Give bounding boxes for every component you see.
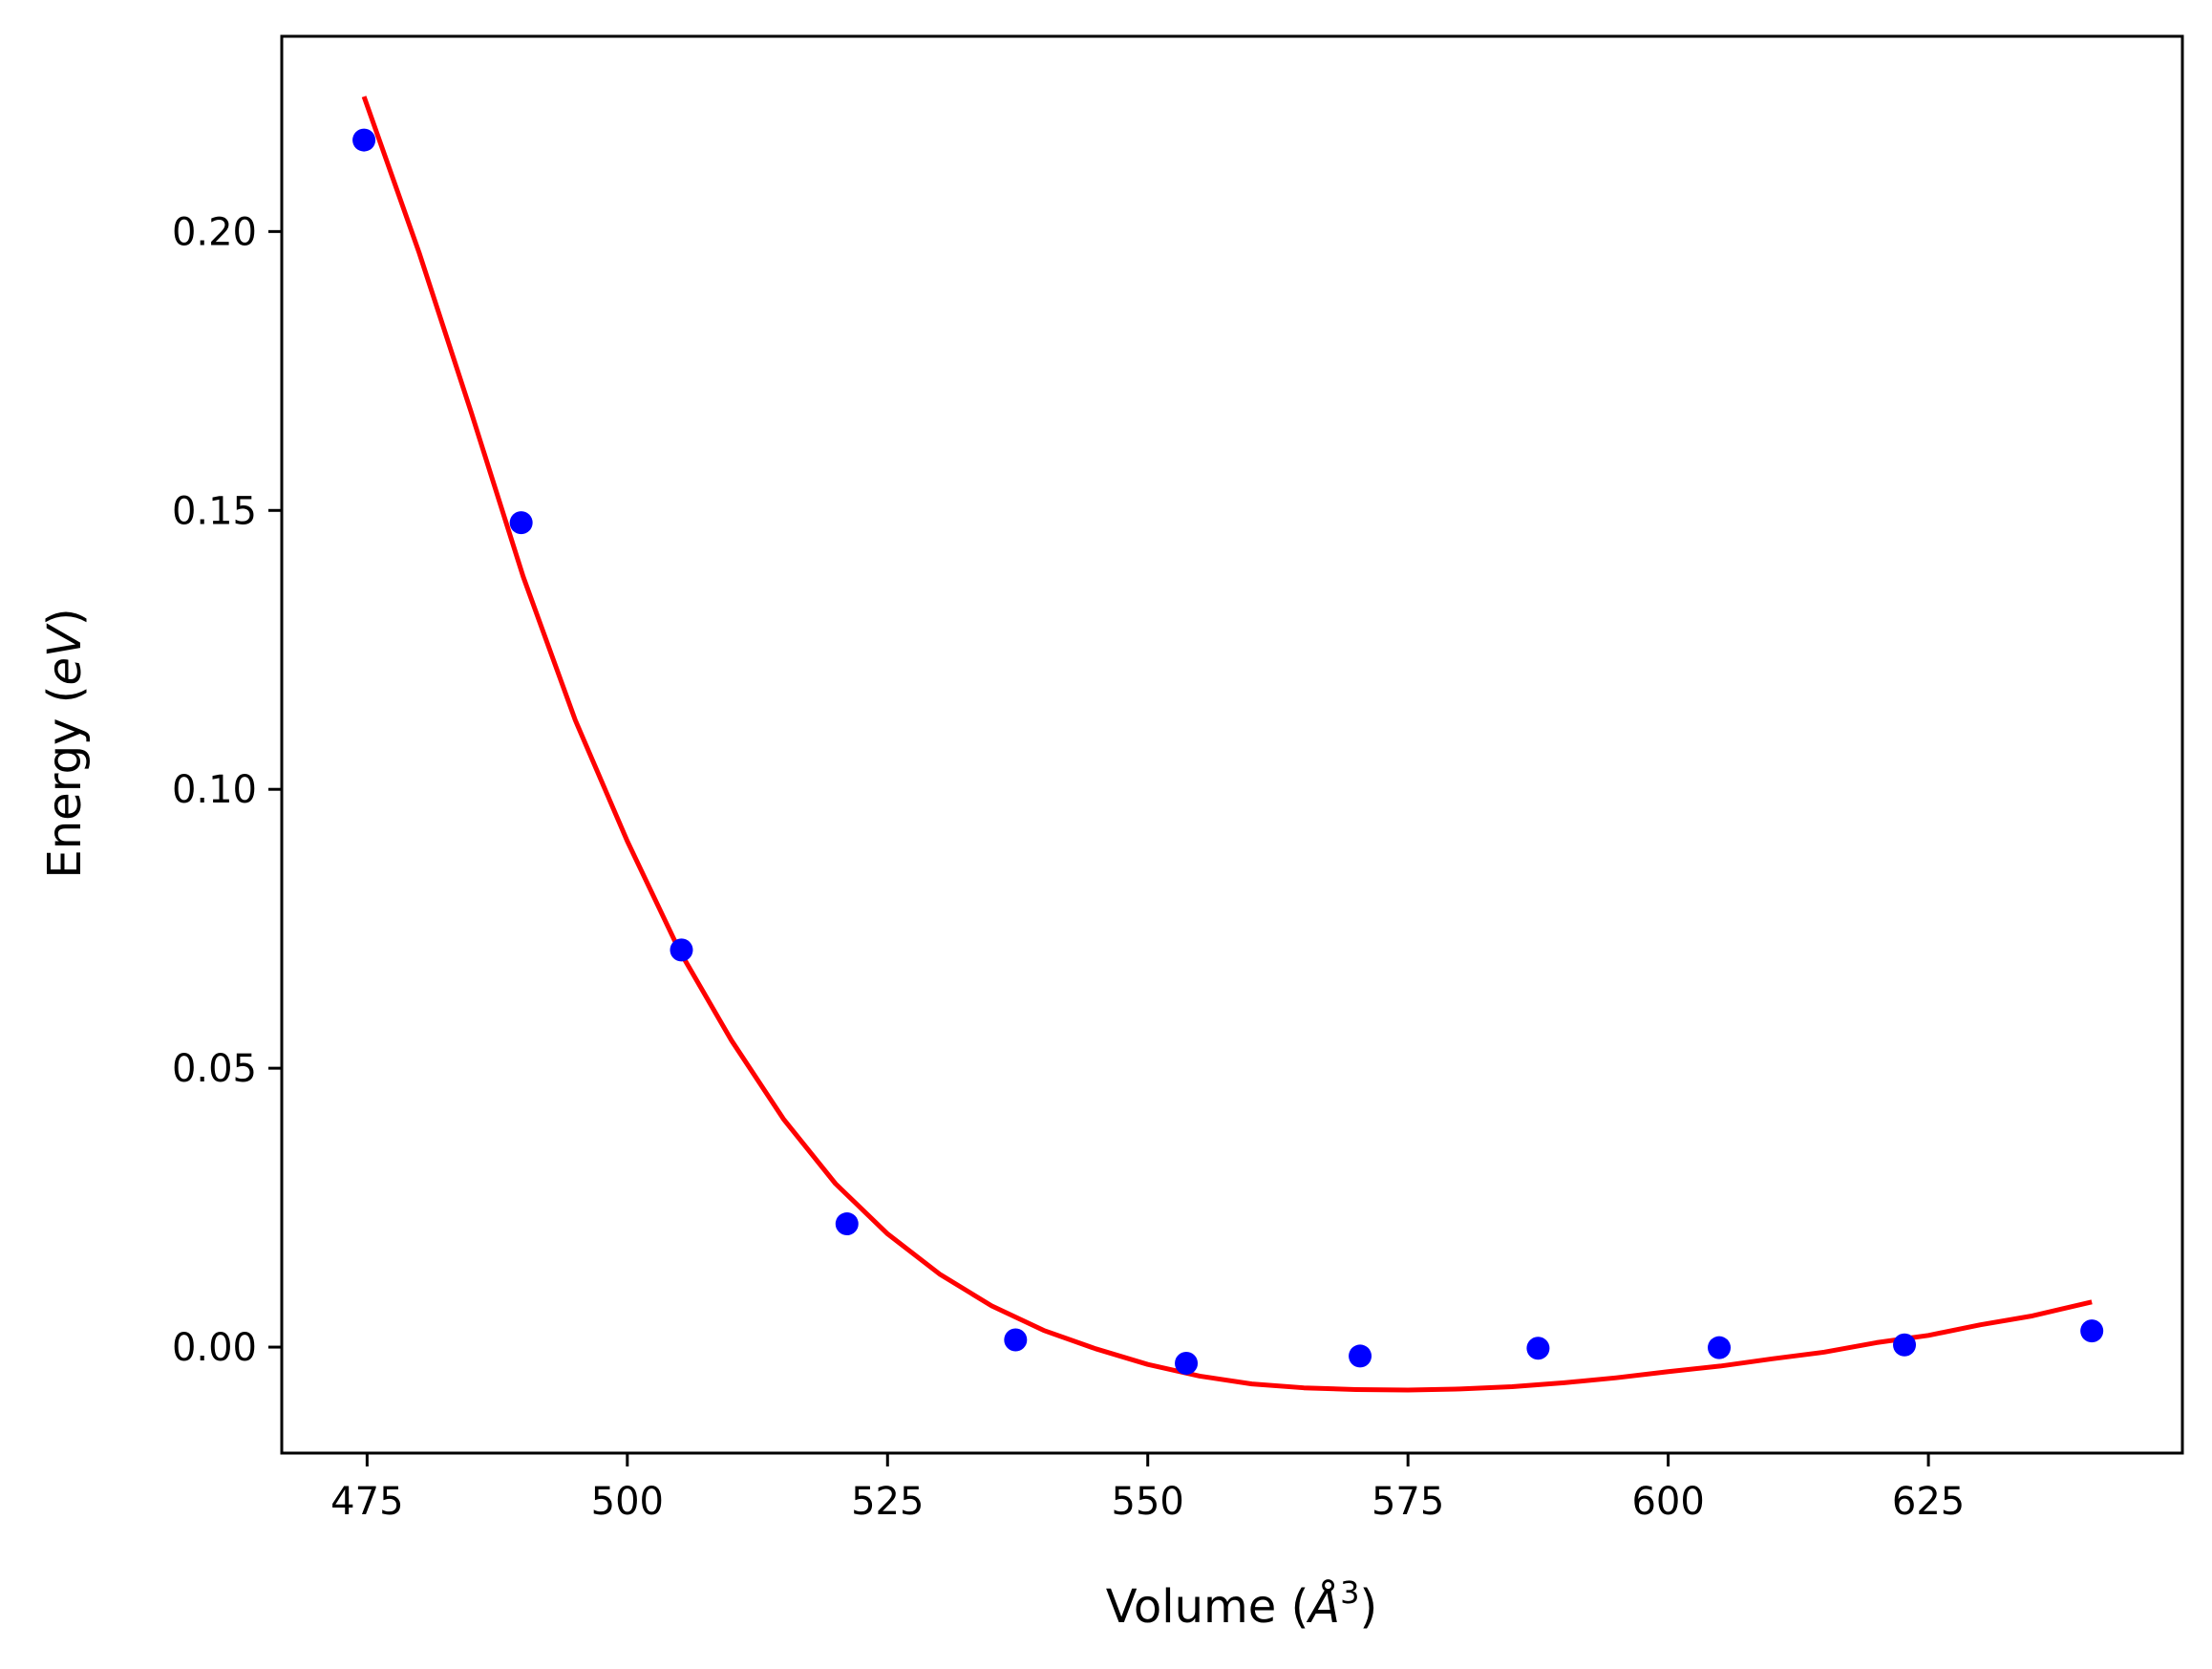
x-axis-ticks: 475 500 525 550 575 600 625 — [330, 1453, 1965, 1524]
data-point — [670, 938, 693, 962]
data-point — [1349, 1344, 1372, 1368]
y-axis-ticks: 0.00 0.05 0.10 0.15 0.20 — [172, 210, 282, 1370]
y-tick-label: 0.05 — [172, 1047, 257, 1091]
data-point — [2080, 1319, 2104, 1343]
x-tick-label: 475 — [330, 1480, 403, 1524]
x-tick-label: 625 — [1892, 1480, 1965, 1524]
data-point — [835, 1212, 859, 1236]
data-point — [1175, 1352, 1199, 1375]
data-point — [1526, 1337, 1550, 1360]
y-axis-label: Energy (eV) — [38, 608, 92, 878]
plot-area-frame — [280, 34, 2184, 1455]
x-tick-label: 500 — [591, 1480, 664, 1524]
fit-curve — [361, 96, 2093, 1393]
data-points-layer — [352, 128, 2104, 1375]
data-point — [1004, 1328, 1028, 1352]
data-point — [509, 511, 533, 535]
x-axis-label-paren-close: ) — [1360, 1580, 1378, 1634]
data-point — [352, 128, 376, 152]
x-axis-label-paren-open: ( — [1291, 1580, 1309, 1634]
x-tick-label: 600 — [1631, 1480, 1704, 1524]
fit-curve-layer — [361, 96, 2093, 1393]
y-axis-unit: eV — [38, 623, 92, 686]
y-axis-label-paren-open: ( — [38, 686, 92, 704]
x-tick-label: 575 — [1372, 1480, 1444, 1524]
x-axis-unit-exponent: 3 — [1340, 1574, 1359, 1611]
y-tick-label: 0.00 — [172, 1326, 257, 1370]
y-tick-label: 0.10 — [172, 768, 257, 812]
y-tick-label: 0.20 — [172, 210, 257, 254]
y-tick-label: 0.15 — [172, 489, 257, 533]
y-axis-label-paren-close: ) — [38, 608, 92, 626]
data-point — [1893, 1333, 1917, 1357]
x-axis-unit: Å — [1306, 1579, 1340, 1634]
y-axis-label-text: Energy — [38, 718, 92, 879]
x-axis-label: Volume (Å3) — [1106, 1574, 1377, 1634]
x-tick-label: 525 — [851, 1480, 924, 1524]
x-axis-label-text: Volume — [1106, 1580, 1277, 1634]
x-tick-label: 550 — [1112, 1480, 1184, 1524]
data-point — [1708, 1336, 1732, 1359]
